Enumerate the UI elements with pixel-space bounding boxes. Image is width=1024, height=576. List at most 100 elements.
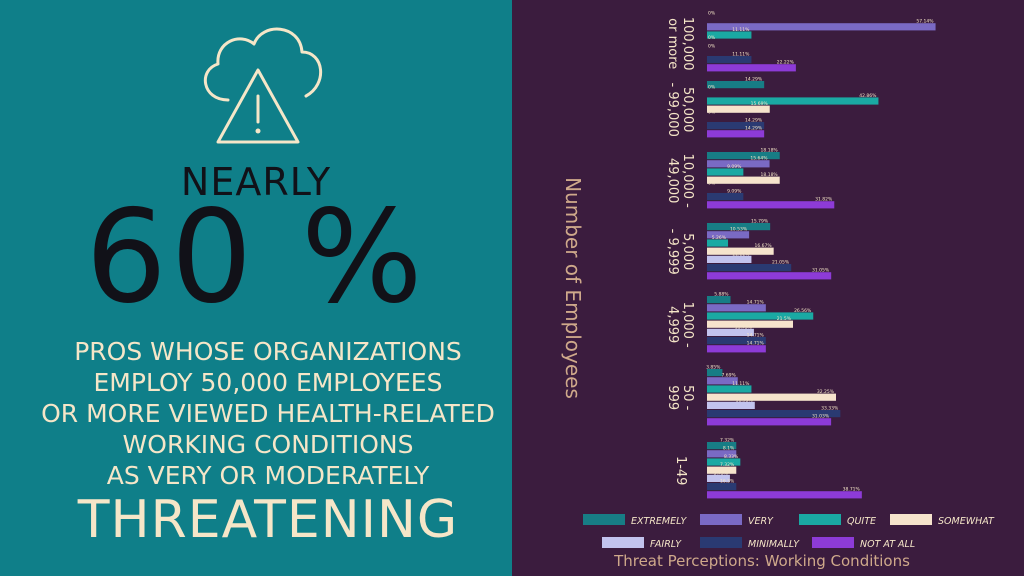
data-label: 14.71% [747,333,765,339]
cloud-warning-icon [188,12,328,162]
data-label: 15.69% [751,101,769,107]
bar [707,491,862,499]
legend-label: MINIMALLY [748,539,800,550]
bar [707,393,836,401]
data-label: 0% [708,180,716,186]
data-label: 0% [708,85,716,91]
bar [707,377,738,385]
bar [707,247,774,255]
data-label: 7.69% [721,373,736,379]
data-label: 11.11% [732,381,750,387]
bar [707,312,814,320]
bar [707,466,737,474]
bar [707,450,737,458]
bar [707,337,766,345]
bar [707,369,723,377]
data-label: 31.82% [815,197,833,203]
data-label: 15.64% [750,156,768,162]
data-label: 22.22% [777,60,795,66]
legend-label: VERY [748,516,774,527]
bar [707,97,879,105]
bar [707,304,766,312]
bar [707,385,752,393]
bar [707,56,752,64]
description-line: PROS WHOSE ORGANIZATIONS [74,337,462,366]
data-label: 9.09% [727,164,742,170]
legend-label: SOMEWHAT [938,516,995,527]
data-label: 57.14% [916,19,934,25]
data-label: 0% [708,11,716,17]
description-line: AS VERY OR MODERATELY [106,461,430,490]
bar [707,418,832,426]
data-label: 38.71% [843,487,861,493]
data-label: 11.11% [732,251,750,257]
bar [707,410,841,418]
data-label: 21.05% [772,260,790,266]
data-label: 3.85% [706,365,721,371]
bar [707,193,744,201]
data-label: 14.71% [747,300,765,306]
legend-swatch [700,537,742,548]
left-panel: NEARLY 60 % PROS WHOSE ORGANIZATIONS EMP… [0,0,512,576]
stat-lead: NEARLY [180,160,332,204]
legend-label: FAIRLY [650,539,682,550]
data-label: 8.33% [724,454,739,460]
description-line: WORKING CONDITIONS [122,430,414,459]
category-label: 1,000 -4,999 [665,302,695,348]
bar [707,474,730,482]
bar [707,272,832,280]
bar [707,483,737,491]
category-label: 50 -999 [665,385,695,411]
data-label: 18.18% [761,148,779,154]
data-label: 14.29% [745,126,763,132]
data-label: 31.03% [812,414,830,420]
data-label: 5.88% [714,292,729,298]
bar [707,176,780,184]
data-label: 0% [708,109,716,115]
legend-swatch [700,514,742,525]
data-label: 16.67% [755,243,773,249]
description-emphasis: THREATENING [77,490,459,550]
y-axis-title: Number of Employees [561,177,585,399]
category-label: 100,000or more [665,17,695,71]
data-label: 9.09% [727,189,742,195]
legend-swatch [583,514,625,525]
bar [707,345,766,353]
bar [707,152,780,160]
threat-perceptions-chart: 0% 14.29% 18.18% 15.79% 5.88% 3.85% 7.32% 57.14… [561,11,995,571]
data-label: 11.11% [732,52,750,58]
category-label: 5,000- 9,999 [665,229,695,275]
bar [707,81,765,89]
data-label: 8.1% [723,446,735,452]
right-panel [512,0,1024,576]
description-line: EMPLOY 50,000 EMPLOYEES [93,368,443,397]
bar [707,223,771,231]
stat-value: 60 % [85,183,427,332]
bar [707,296,731,304]
data-label: 32.25% [817,389,835,395]
legend-label: NOT AT ALL [860,539,915,550]
data-label: 33.33% [821,406,839,412]
bar [707,122,765,130]
data-label: 5.26% [712,235,727,241]
data-label: 5.73% [714,470,729,476]
chart-title: Threat Perceptions: Working Conditions [613,552,910,570]
bar [707,442,737,450]
bar [707,401,755,409]
data-label: 11.11% [732,27,750,33]
legend-swatch [812,537,854,548]
bar [707,23,936,31]
data-label: 11.95% [736,397,754,403]
data-label: 42.86% [859,93,877,99]
bar [707,231,750,239]
bar [707,201,835,209]
data-label: 14.29% [745,118,763,124]
bar [707,64,796,72]
data-label: 26.56% [794,308,812,314]
data-label: 18.18% [761,172,779,178]
data-label: 14.71% [747,341,765,347]
data-label: 7.32% [720,438,735,444]
bar [707,130,765,138]
data-label: 15.79% [751,219,769,225]
legend-swatch [602,537,644,548]
